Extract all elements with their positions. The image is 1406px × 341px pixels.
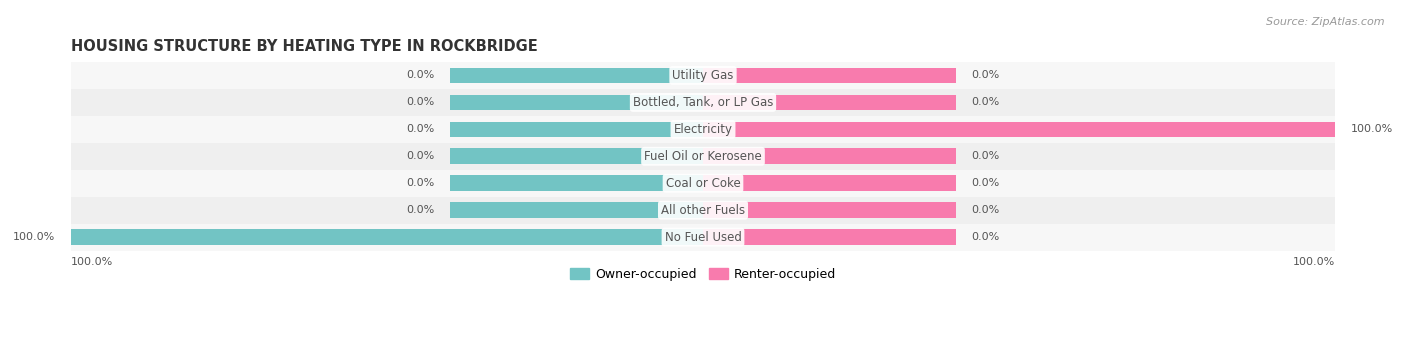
Text: 0.0%: 0.0% — [406, 151, 434, 161]
Bar — [703, 202, 956, 218]
Text: 100.0%: 100.0% — [70, 256, 112, 267]
Bar — [703, 121, 1336, 137]
Bar — [450, 68, 703, 83]
Bar — [70, 89, 1336, 116]
Text: Source: ZipAtlas.com: Source: ZipAtlas.com — [1267, 17, 1385, 27]
Bar — [450, 202, 703, 218]
Bar — [703, 94, 956, 110]
Text: 0.0%: 0.0% — [972, 232, 1000, 242]
Bar — [450, 202, 956, 218]
Text: Bottled, Tank, or LP Gas: Bottled, Tank, or LP Gas — [633, 96, 773, 109]
Bar — [70, 224, 1336, 251]
Text: 0.0%: 0.0% — [972, 205, 1000, 215]
Bar — [450, 175, 956, 191]
Bar — [450, 94, 703, 110]
Text: 100.0%: 100.0% — [13, 232, 55, 242]
Bar — [70, 229, 703, 245]
Text: All other Fuels: All other Fuels — [661, 204, 745, 217]
Text: 100.0%: 100.0% — [1294, 256, 1336, 267]
Bar — [450, 94, 956, 110]
Text: 0.0%: 0.0% — [406, 205, 434, 215]
Bar — [703, 175, 956, 191]
Bar — [70, 197, 1336, 224]
Bar — [70, 143, 1336, 170]
Bar — [450, 148, 956, 164]
Text: Electricity: Electricity — [673, 123, 733, 136]
Text: Fuel Oil or Kerosene: Fuel Oil or Kerosene — [644, 150, 762, 163]
Text: 0.0%: 0.0% — [972, 98, 1000, 107]
Text: 0.0%: 0.0% — [972, 178, 1000, 188]
Bar — [450, 175, 703, 191]
Bar — [450, 229, 956, 245]
Bar — [450, 148, 703, 164]
Bar — [450, 121, 703, 137]
Bar — [450, 121, 956, 137]
Legend: Owner-occupied, Renter-occupied: Owner-occupied, Renter-occupied — [565, 263, 841, 286]
Text: HOUSING STRUCTURE BY HEATING TYPE IN ROCKBRIDGE: HOUSING STRUCTURE BY HEATING TYPE IN ROC… — [70, 39, 537, 54]
Bar — [703, 148, 956, 164]
Text: No Fuel Used: No Fuel Used — [665, 231, 741, 243]
Bar — [703, 229, 956, 245]
Text: Utility Gas: Utility Gas — [672, 69, 734, 82]
Bar — [703, 68, 956, 83]
Text: 0.0%: 0.0% — [972, 151, 1000, 161]
Bar — [450, 68, 956, 83]
Bar — [70, 170, 1336, 197]
Text: 0.0%: 0.0% — [406, 98, 434, 107]
Bar — [70, 62, 1336, 89]
Text: 0.0%: 0.0% — [406, 178, 434, 188]
Text: Coal or Coke: Coal or Coke — [665, 177, 741, 190]
Text: 100.0%: 100.0% — [1351, 124, 1393, 134]
Text: 0.0%: 0.0% — [406, 124, 434, 134]
Bar — [70, 116, 1336, 143]
Text: 0.0%: 0.0% — [406, 71, 434, 80]
Text: 0.0%: 0.0% — [972, 71, 1000, 80]
